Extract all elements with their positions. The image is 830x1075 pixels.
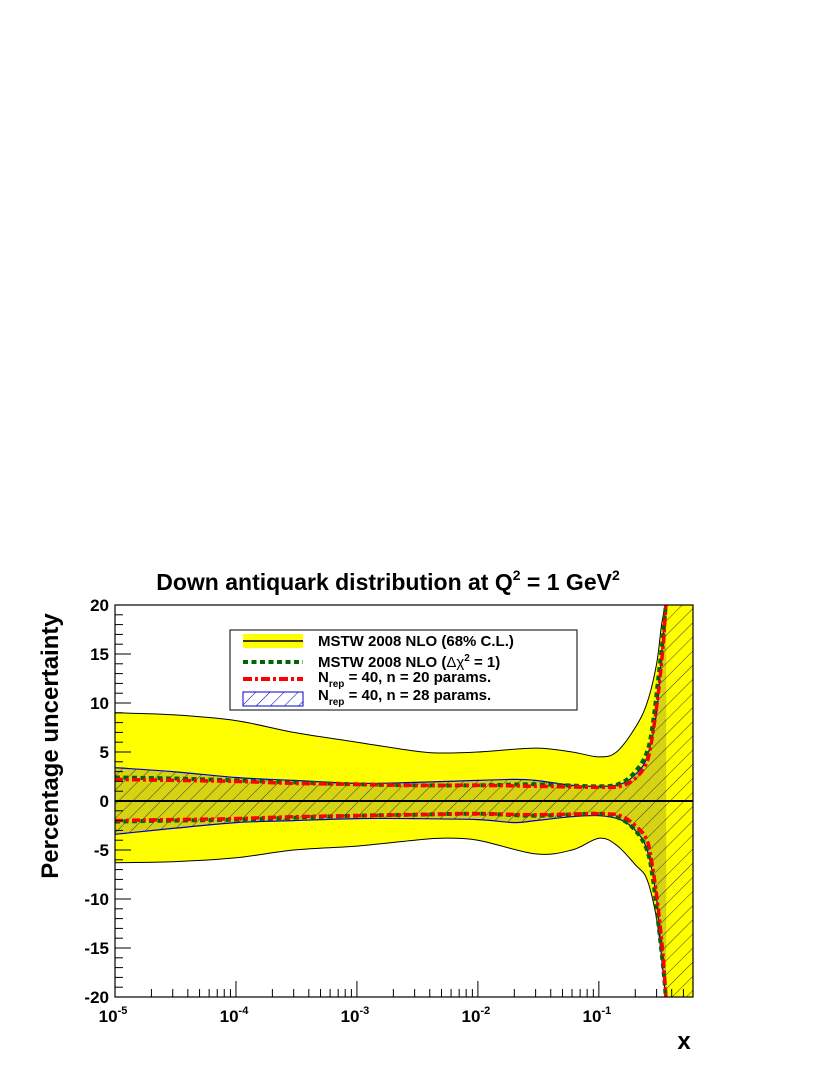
y-tick-label: -20 <box>84 988 109 1007</box>
x-tick-base: 10 <box>583 1007 602 1026</box>
x-tick-label: 10-3 <box>341 1005 370 1026</box>
legend-swatch-blue-hatch <box>243 692 303 706</box>
x-tick-base: 10 <box>341 1007 360 1026</box>
title-sup2: 2 <box>612 567 620 583</box>
title-mid: = 1 GeV <box>521 569 613 595</box>
x-tick-exp: -5 <box>118 1005 128 1017</box>
x-tick-exp: -3 <box>360 1005 370 1017</box>
legend-entry-3-main: N <box>318 687 329 704</box>
legend-entry-2-post: = 40, n = 20 params. <box>344 669 491 686</box>
y-tick-label: 5 <box>100 743 109 762</box>
y-tick-label: -5 <box>94 841 109 860</box>
band-68cl-lower-edge <box>115 838 666 1002</box>
y-tick-label: 0 <box>100 792 109 811</box>
y-tick-label: 10 <box>90 694 109 713</box>
x-tick-label: 10-1 <box>583 1005 612 1026</box>
x-tick-exp: -2 <box>480 1005 490 1017</box>
x-tick-label: 10-2 <box>462 1005 491 1026</box>
x-tick-label: 10-4 <box>220 1005 250 1026</box>
legend-entry-2-main: N <box>318 669 329 686</box>
legend-entry-0: MSTW 2008 NLO (68% C.L.) <box>318 633 514 650</box>
legend-entry-2-sub: rep <box>329 679 345 690</box>
title-main: Down antiquark distribution at Q <box>156 569 513 595</box>
x-tick-base: 10 <box>462 1007 481 1026</box>
y-tick-label: 15 <box>90 645 109 664</box>
y-tick-label: -15 <box>84 939 109 958</box>
legend-entry-3-sub: rep <box>329 697 345 708</box>
x-axis-label: x <box>677 1028 691 1055</box>
title-sup1: 2 <box>513 567 521 583</box>
x-tick-label: 10-5 <box>99 1005 128 1026</box>
chart-title: Down antiquark distribution at Q2 = 1 Ge… <box>156 567 620 595</box>
y-axis-label: Percentage uncertainty <box>37 613 64 879</box>
x-tick-exp: -4 <box>239 1005 250 1017</box>
x-tick-base: 10 <box>220 1007 239 1026</box>
legend: MSTW 2008 NLO (68% C.L.) MSTW 2008 NLO (… <box>230 630 577 710</box>
x-tick-base: 10 <box>99 1007 118 1026</box>
y-tick-label: 20 <box>90 596 109 615</box>
x-tick-exp: -1 <box>601 1005 611 1017</box>
legend-entry-3-post: = 40, n = 28 params. <box>344 687 491 704</box>
y-tick-label: -10 <box>84 890 109 909</box>
